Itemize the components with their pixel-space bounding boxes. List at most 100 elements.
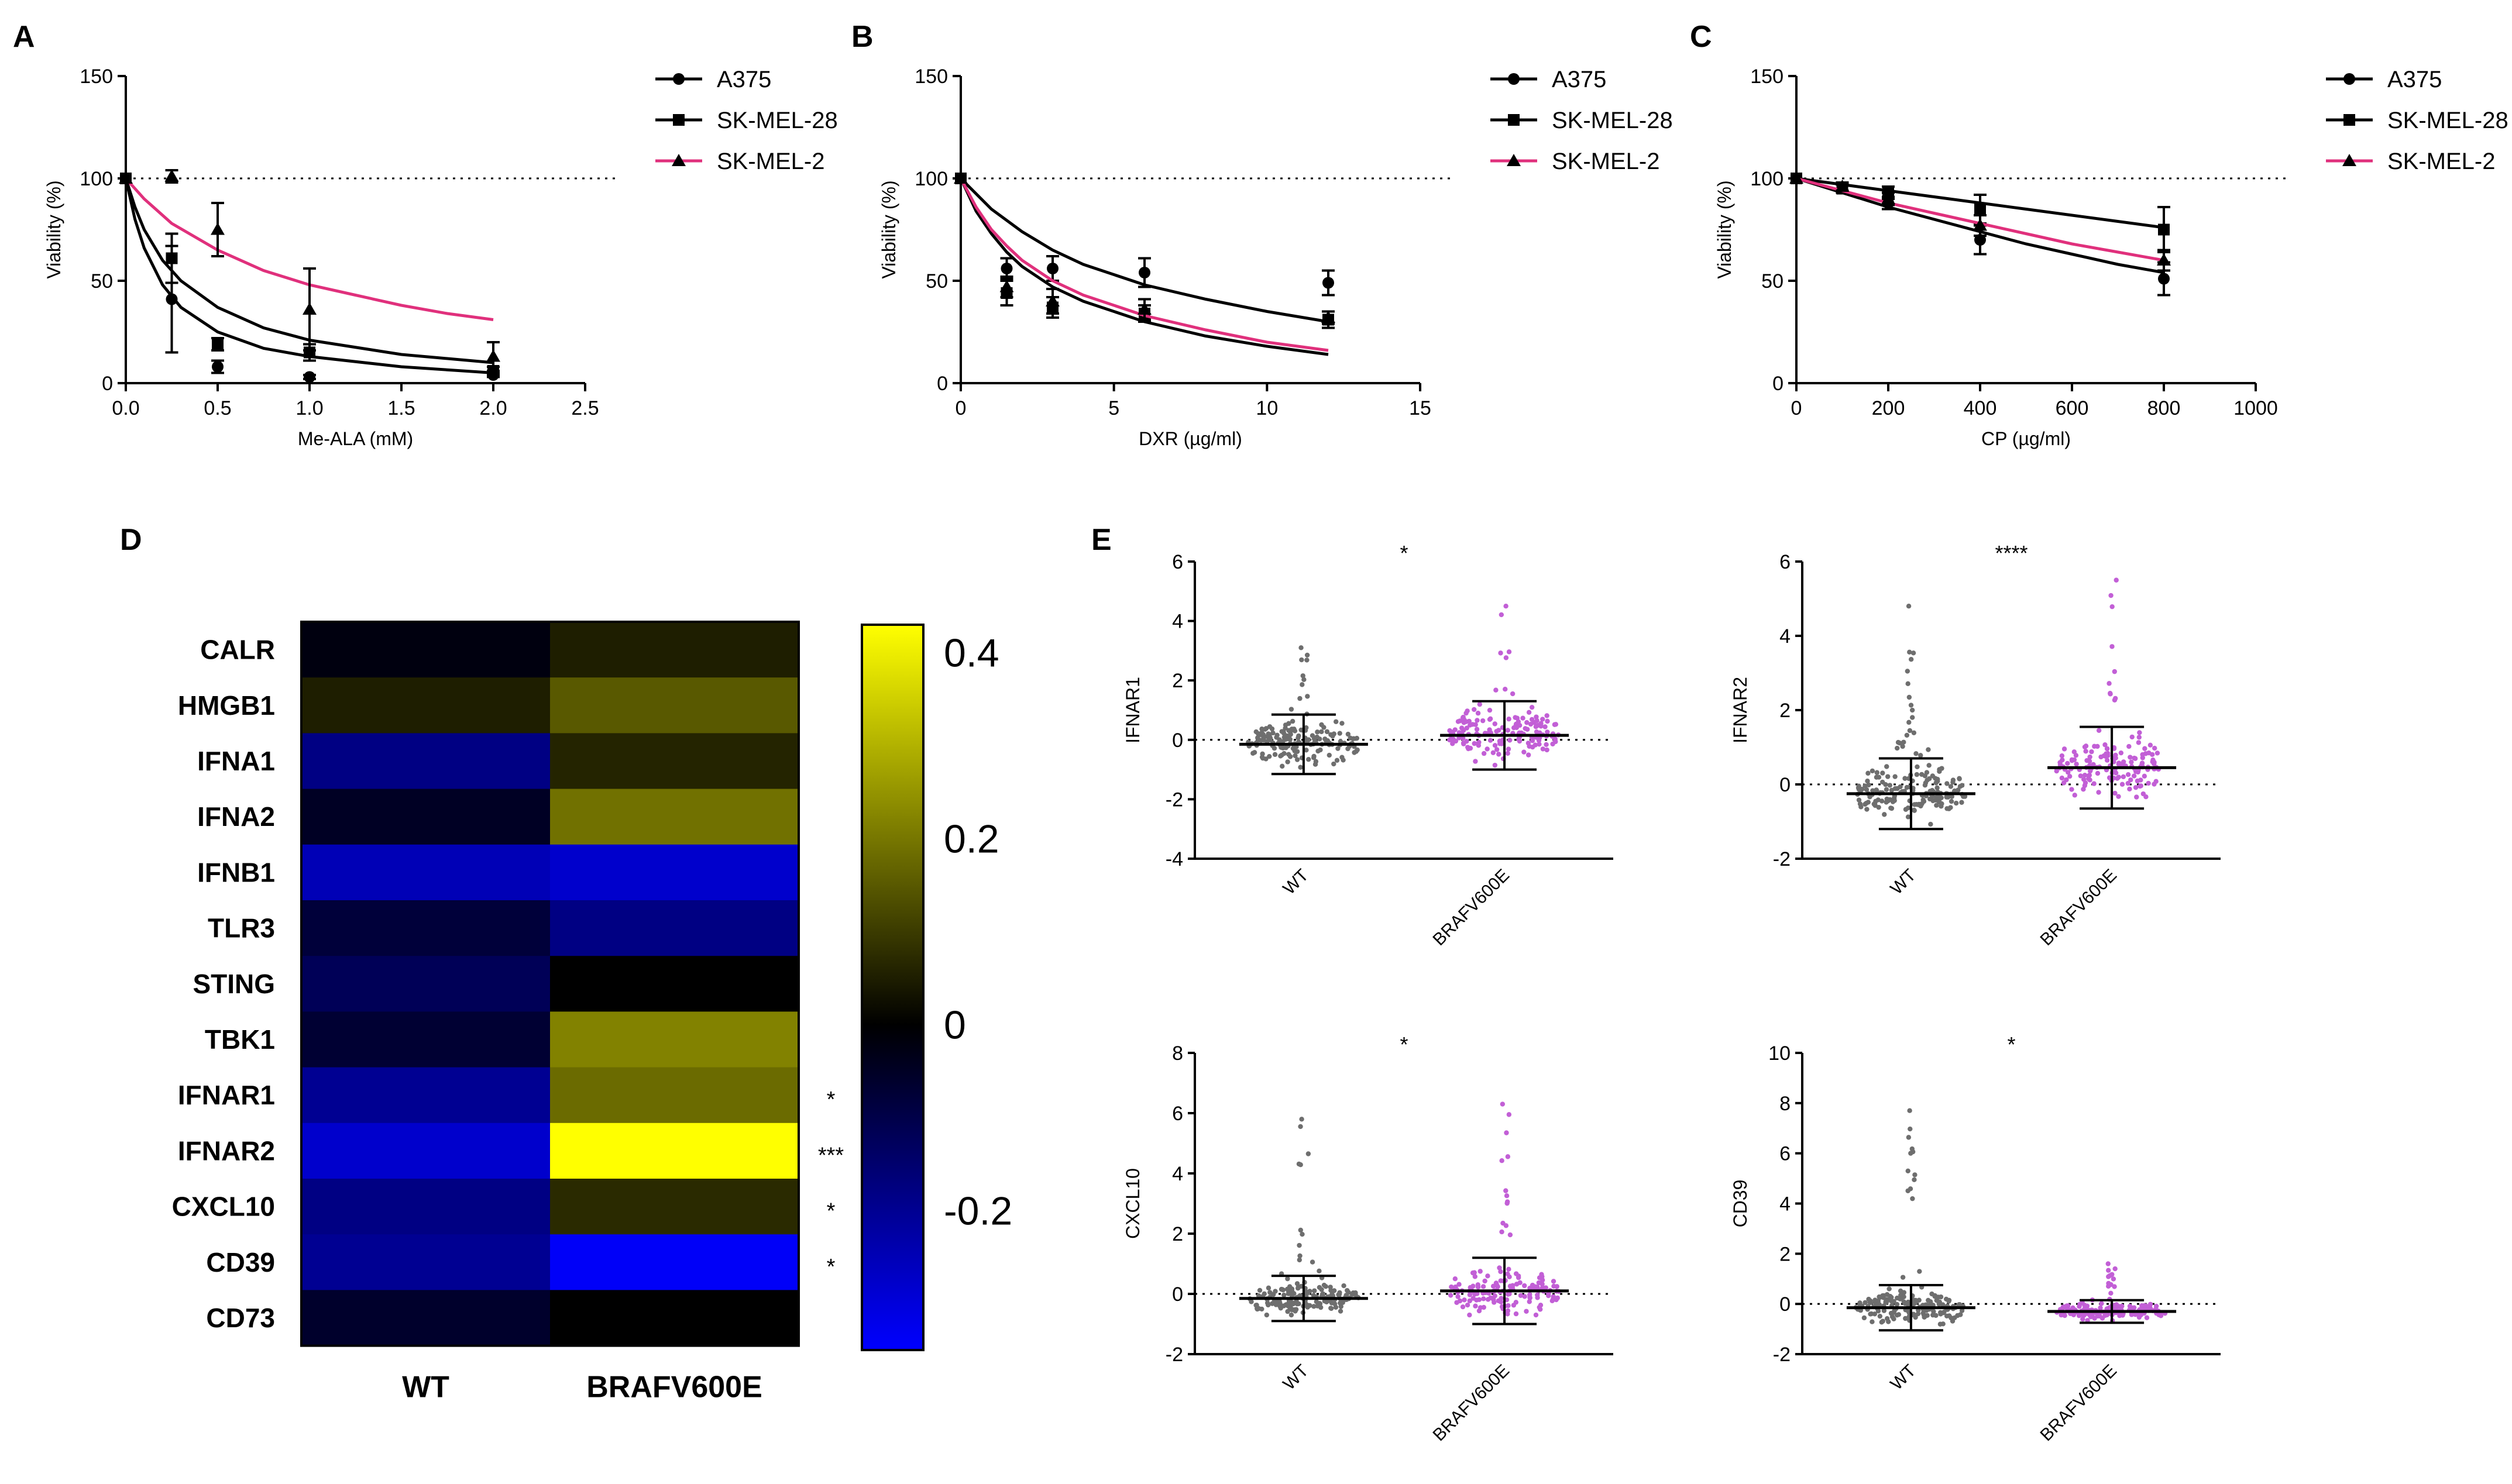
scatter-point <box>1322 736 1328 742</box>
scatter-point <box>1277 1302 1283 1307</box>
scatter-point <box>1318 747 1323 753</box>
scatter-point <box>1485 1273 1490 1279</box>
scatter-point <box>1936 1294 1941 1300</box>
scatter-point <box>1881 1295 1886 1300</box>
scatter-point <box>1883 781 1888 787</box>
scatter-point <box>1464 739 1469 744</box>
scatter-point <box>1529 704 1535 710</box>
scatter-point <box>2116 760 2122 766</box>
scatter-point <box>1885 1297 1890 1303</box>
legend-marker <box>672 154 686 166</box>
scatter-point <box>1949 798 1954 804</box>
scatter-point <box>1885 774 1891 779</box>
group-brafv600e <box>2047 577 2177 810</box>
heatmap-cell <box>301 1067 550 1124</box>
scatter-point <box>1518 1293 1524 1298</box>
heatmap-cell <box>550 1067 799 1124</box>
scatter-point <box>1939 766 1944 771</box>
scatter-point <box>1874 787 1879 793</box>
heatmap-row-label: CXCL10 <box>172 1192 275 1222</box>
scatter-point <box>2081 787 2086 792</box>
y-tick-label: 100 <box>915 168 948 190</box>
scatter-point <box>1913 751 1919 756</box>
scatter-point <box>1257 1287 1263 1293</box>
scatter-point <box>2109 1272 2115 1277</box>
scatter-point <box>2073 753 2079 758</box>
scatter-point <box>1935 777 1940 782</box>
scatter-point <box>1887 783 1893 788</box>
scatter-point <box>1505 1154 1511 1159</box>
heatmap-cell <box>550 956 799 1012</box>
scatter-point <box>1461 714 1466 720</box>
scatter-point <box>2136 740 2142 745</box>
scatter-point <box>1494 747 1500 752</box>
scatter-point <box>1962 794 1968 799</box>
scatter-point <box>1476 739 1482 745</box>
heatmap-cell <box>301 1179 550 1235</box>
scatter-point <box>1910 715 1915 720</box>
data-point <box>1974 203 1986 215</box>
series-a375 <box>955 173 1335 323</box>
scatter-point <box>1350 736 1356 742</box>
chart-b: 0 50 100 150 0 5 10 15 DXR (µg/ml) Viability (%) A… <box>878 66 1673 449</box>
heatmap-row-label: IFNB1 <box>197 857 275 887</box>
legend-label: A375 <box>2387 67 2442 92</box>
legend-marker <box>1507 154 1521 166</box>
scatter-point <box>1304 652 1310 658</box>
scatter-point <box>1930 1312 1936 1318</box>
heatmap-cell <box>301 900 550 956</box>
x-tick-label: 400 <box>1964 397 1997 419</box>
scatter-point <box>2142 746 2147 751</box>
scatter-point <box>1874 774 1879 780</box>
scatter-point <box>1540 746 1546 752</box>
scatter-point <box>1480 718 1486 724</box>
scatter-point <box>1867 794 1872 800</box>
scatter-point <box>1315 729 1320 735</box>
scatter-point <box>2120 1313 2125 1318</box>
scatter-point <box>2087 759 2092 764</box>
scatter-point <box>1886 1286 1892 1292</box>
scatter-point <box>1907 1108 1912 1113</box>
scatter-point <box>2129 759 2134 765</box>
scatter-point <box>1477 1305 1483 1310</box>
scatter-point <box>2066 770 2071 775</box>
heatmap-border <box>300 621 800 1347</box>
scatter-point <box>1257 738 1262 743</box>
y-tick-label: 2 <box>1779 700 1791 722</box>
scatter-point <box>1477 701 1483 707</box>
scatter-point <box>1328 732 1334 738</box>
scatter-point <box>1472 741 1477 746</box>
scatter-point <box>1305 694 1310 699</box>
scatter-point <box>2111 1276 2116 1282</box>
heatmap-cell <box>550 622 799 678</box>
scatter-point <box>1924 770 1930 775</box>
scatter-point <box>1473 1303 1478 1309</box>
scatter-point <box>1858 804 1864 810</box>
x-axis-label: CP (µg/ml) <box>1981 428 2071 449</box>
scatter-point <box>1516 719 1521 725</box>
scatter-point <box>1493 687 1499 693</box>
scatter-point <box>1336 1292 1341 1297</box>
scatter-point <box>2095 770 2101 776</box>
colorbar-tick-label: 0 <box>944 1003 966 1048</box>
scatter-point <box>1532 742 1538 748</box>
scatter-point <box>1298 645 1304 650</box>
scatter-point <box>1306 757 1311 762</box>
data-point <box>166 293 178 305</box>
scatter-point <box>1487 717 1493 722</box>
scatter-point <box>1880 770 1885 776</box>
series-sk-mel-28 <box>120 173 500 377</box>
y-axis-label: Viability (%) <box>1714 180 1735 278</box>
scatter-point <box>2069 787 2074 792</box>
y-tick-label: 2 <box>1779 1243 1791 1265</box>
scatter-point <box>2060 1304 2066 1310</box>
scatter-point <box>2143 794 2149 800</box>
category-label: WT <box>1280 866 1312 898</box>
y-tick-label: 6 <box>1779 551 1791 573</box>
scatter-point <box>1891 1310 1896 1315</box>
scatter-point <box>1262 1291 1267 1296</box>
category-label: BRAFV600E <box>2036 1361 2121 1445</box>
legend-marker <box>1508 114 1520 126</box>
scatter-point <box>1894 1301 1900 1307</box>
scatter-point <box>1304 748 1309 753</box>
